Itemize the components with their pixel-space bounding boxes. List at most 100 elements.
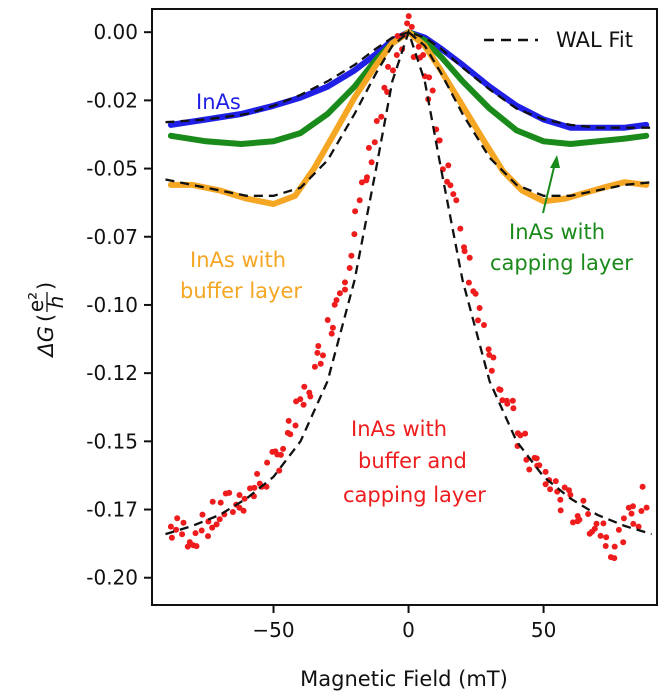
- data-point-red-157: [591, 525, 598, 532]
- data-point-red-176: [643, 504, 650, 511]
- y-axis-paren-left: (: [34, 314, 58, 322]
- y-tick-label-6: -0.15: [86, 429, 138, 453]
- data-point-red-29: [247, 485, 253, 492]
- ticks-layer: 0.00 -0.02 -0.05 -0.07 -0.10 -0.12 -0.15 -0.17 -…: [86, 20, 556, 642]
- data-point-red-165: [611, 543, 618, 550]
- data-point-red-107: [457, 225, 464, 232]
- data-point-red-167: [620, 515, 627, 522]
- data-point-red-2: [173, 526, 180, 533]
- data-point-red-174: [638, 508, 645, 514]
- data-point-red-56: [317, 360, 324, 367]
- data-point-red-116: [481, 322, 487, 328]
- y-axis-paren-right: ): [34, 282, 58, 290]
- annotation-buffercap-line2: buffer and: [358, 449, 467, 473]
- data-point-red-166: [615, 526, 622, 533]
- data-point-red-5: [180, 519, 187, 526]
- data-point-red-146: [561, 484, 568, 491]
- y-tick-label-4: -0.10: [86, 293, 138, 317]
- y-tick-label-0: 0.00: [93, 20, 138, 44]
- data-point-red-171: [630, 503, 636, 510]
- data-point-red-0: [167, 523, 174, 530]
- data-point-red-11: [199, 511, 206, 518]
- data-point-red-54: [314, 349, 321, 356]
- data-point-red-119: [488, 367, 495, 374]
- data-point-red-125: [504, 400, 511, 407]
- data-point-red-142: [552, 478, 559, 485]
- data-point-red-50: [301, 383, 308, 390]
- data-point-red-82: [390, 67, 396, 74]
- data-point-red-144: [557, 496, 564, 503]
- data-point-red-67: [348, 252, 355, 259]
- data-point-red-73: [364, 174, 370, 181]
- data-point-red-122: [497, 386, 504, 393]
- y-tick-label-3: -0.07: [86, 225, 138, 249]
- data-point-red-139: [542, 481, 549, 488]
- data-point-red-12: [198, 527, 205, 534]
- fit-layer: [165, 28, 652, 536]
- data-point-red-70: [356, 197, 363, 204]
- y-tick-label-8: -0.20: [86, 566, 138, 590]
- data-point-red-145: [557, 507, 564, 514]
- data-point-red-52: [306, 389, 313, 396]
- data-point-red-61: [331, 301, 338, 308]
- x-tick-label-2: 50: [531, 618, 556, 642]
- data-point-red-113: [472, 290, 479, 297]
- data-point-red-91: [415, 43, 422, 50]
- data-point-red-48: [297, 396, 304, 403]
- data-point-red-162: [603, 534, 610, 541]
- data-point-red-127: [510, 405, 517, 412]
- data-point-red-42: [280, 445, 287, 452]
- data-point-red-15: [209, 524, 216, 531]
- data-point-red-31: [251, 484, 258, 491]
- data-point-red-104: [447, 182, 454, 189]
- data-point-red-64: [342, 286, 348, 293]
- data-point-red-16: [209, 498, 216, 505]
- annotation-arrowhead: [550, 155, 560, 168]
- data-point-red-153: [580, 497, 587, 504]
- data-point-red-9: [192, 530, 199, 537]
- data-point-red-36: [264, 459, 271, 466]
- data-point-red-95: [426, 74, 433, 81]
- data-point-red-173: [635, 523, 642, 530]
- data-point-red-49: [300, 401, 307, 408]
- data-point-red-100: [436, 137, 443, 144]
- data-point-red-77: [373, 118, 380, 124]
- data-point-red-161: [602, 543, 609, 549]
- data-point-red-74: [365, 144, 372, 151]
- data-point-red-3: [174, 515, 181, 522]
- data-point-red-105: [450, 191, 457, 198]
- fit-curve-4: [165, 28, 652, 536]
- data-point-red-60: [329, 324, 336, 331]
- annotation-buffercap-line3: capping layer: [343, 483, 486, 507]
- data-point-red-26: [236, 504, 243, 511]
- data-point-red-154: [585, 511, 592, 517]
- annotation-inas: InAs: [196, 90, 241, 114]
- data-point-red-66: [346, 265, 353, 271]
- data-point-red-10: [193, 543, 200, 550]
- data-point-red-32: [254, 470, 261, 477]
- data-point-red-87: [404, 20, 411, 27]
- data-point-red-19: [217, 499, 224, 506]
- data-point-red-130: [517, 432, 524, 439]
- data-point-red-149: [570, 519, 576, 526]
- data-point-red-160: [600, 520, 607, 527]
- data-point-red-147: [566, 487, 572, 494]
- data-point-red-59: [328, 330, 335, 337]
- data-point-red-109: [461, 248, 468, 255]
- data-point-red-78: [378, 113, 385, 120]
- data-point-red-46: [292, 422, 299, 429]
- data-point-red-132: [523, 456, 530, 463]
- data-point-red-97: [429, 87, 436, 94]
- data-point-red-27: [240, 507, 247, 514]
- data-point-red-89: [408, 23, 415, 30]
- y-axis-frac-num: e²: [24, 292, 48, 312]
- data-point-red-152: [576, 516, 583, 523]
- fit-curve-5: [165, 30, 652, 129]
- data-point-red-40: [276, 467, 283, 474]
- data-point-red-13: [205, 533, 211, 540]
- data-point-red-83: [393, 52, 400, 58]
- data-point-red-62: [333, 297, 340, 304]
- plot-frame: [151, 8, 658, 606]
- data-point-red-138: [542, 468, 549, 475]
